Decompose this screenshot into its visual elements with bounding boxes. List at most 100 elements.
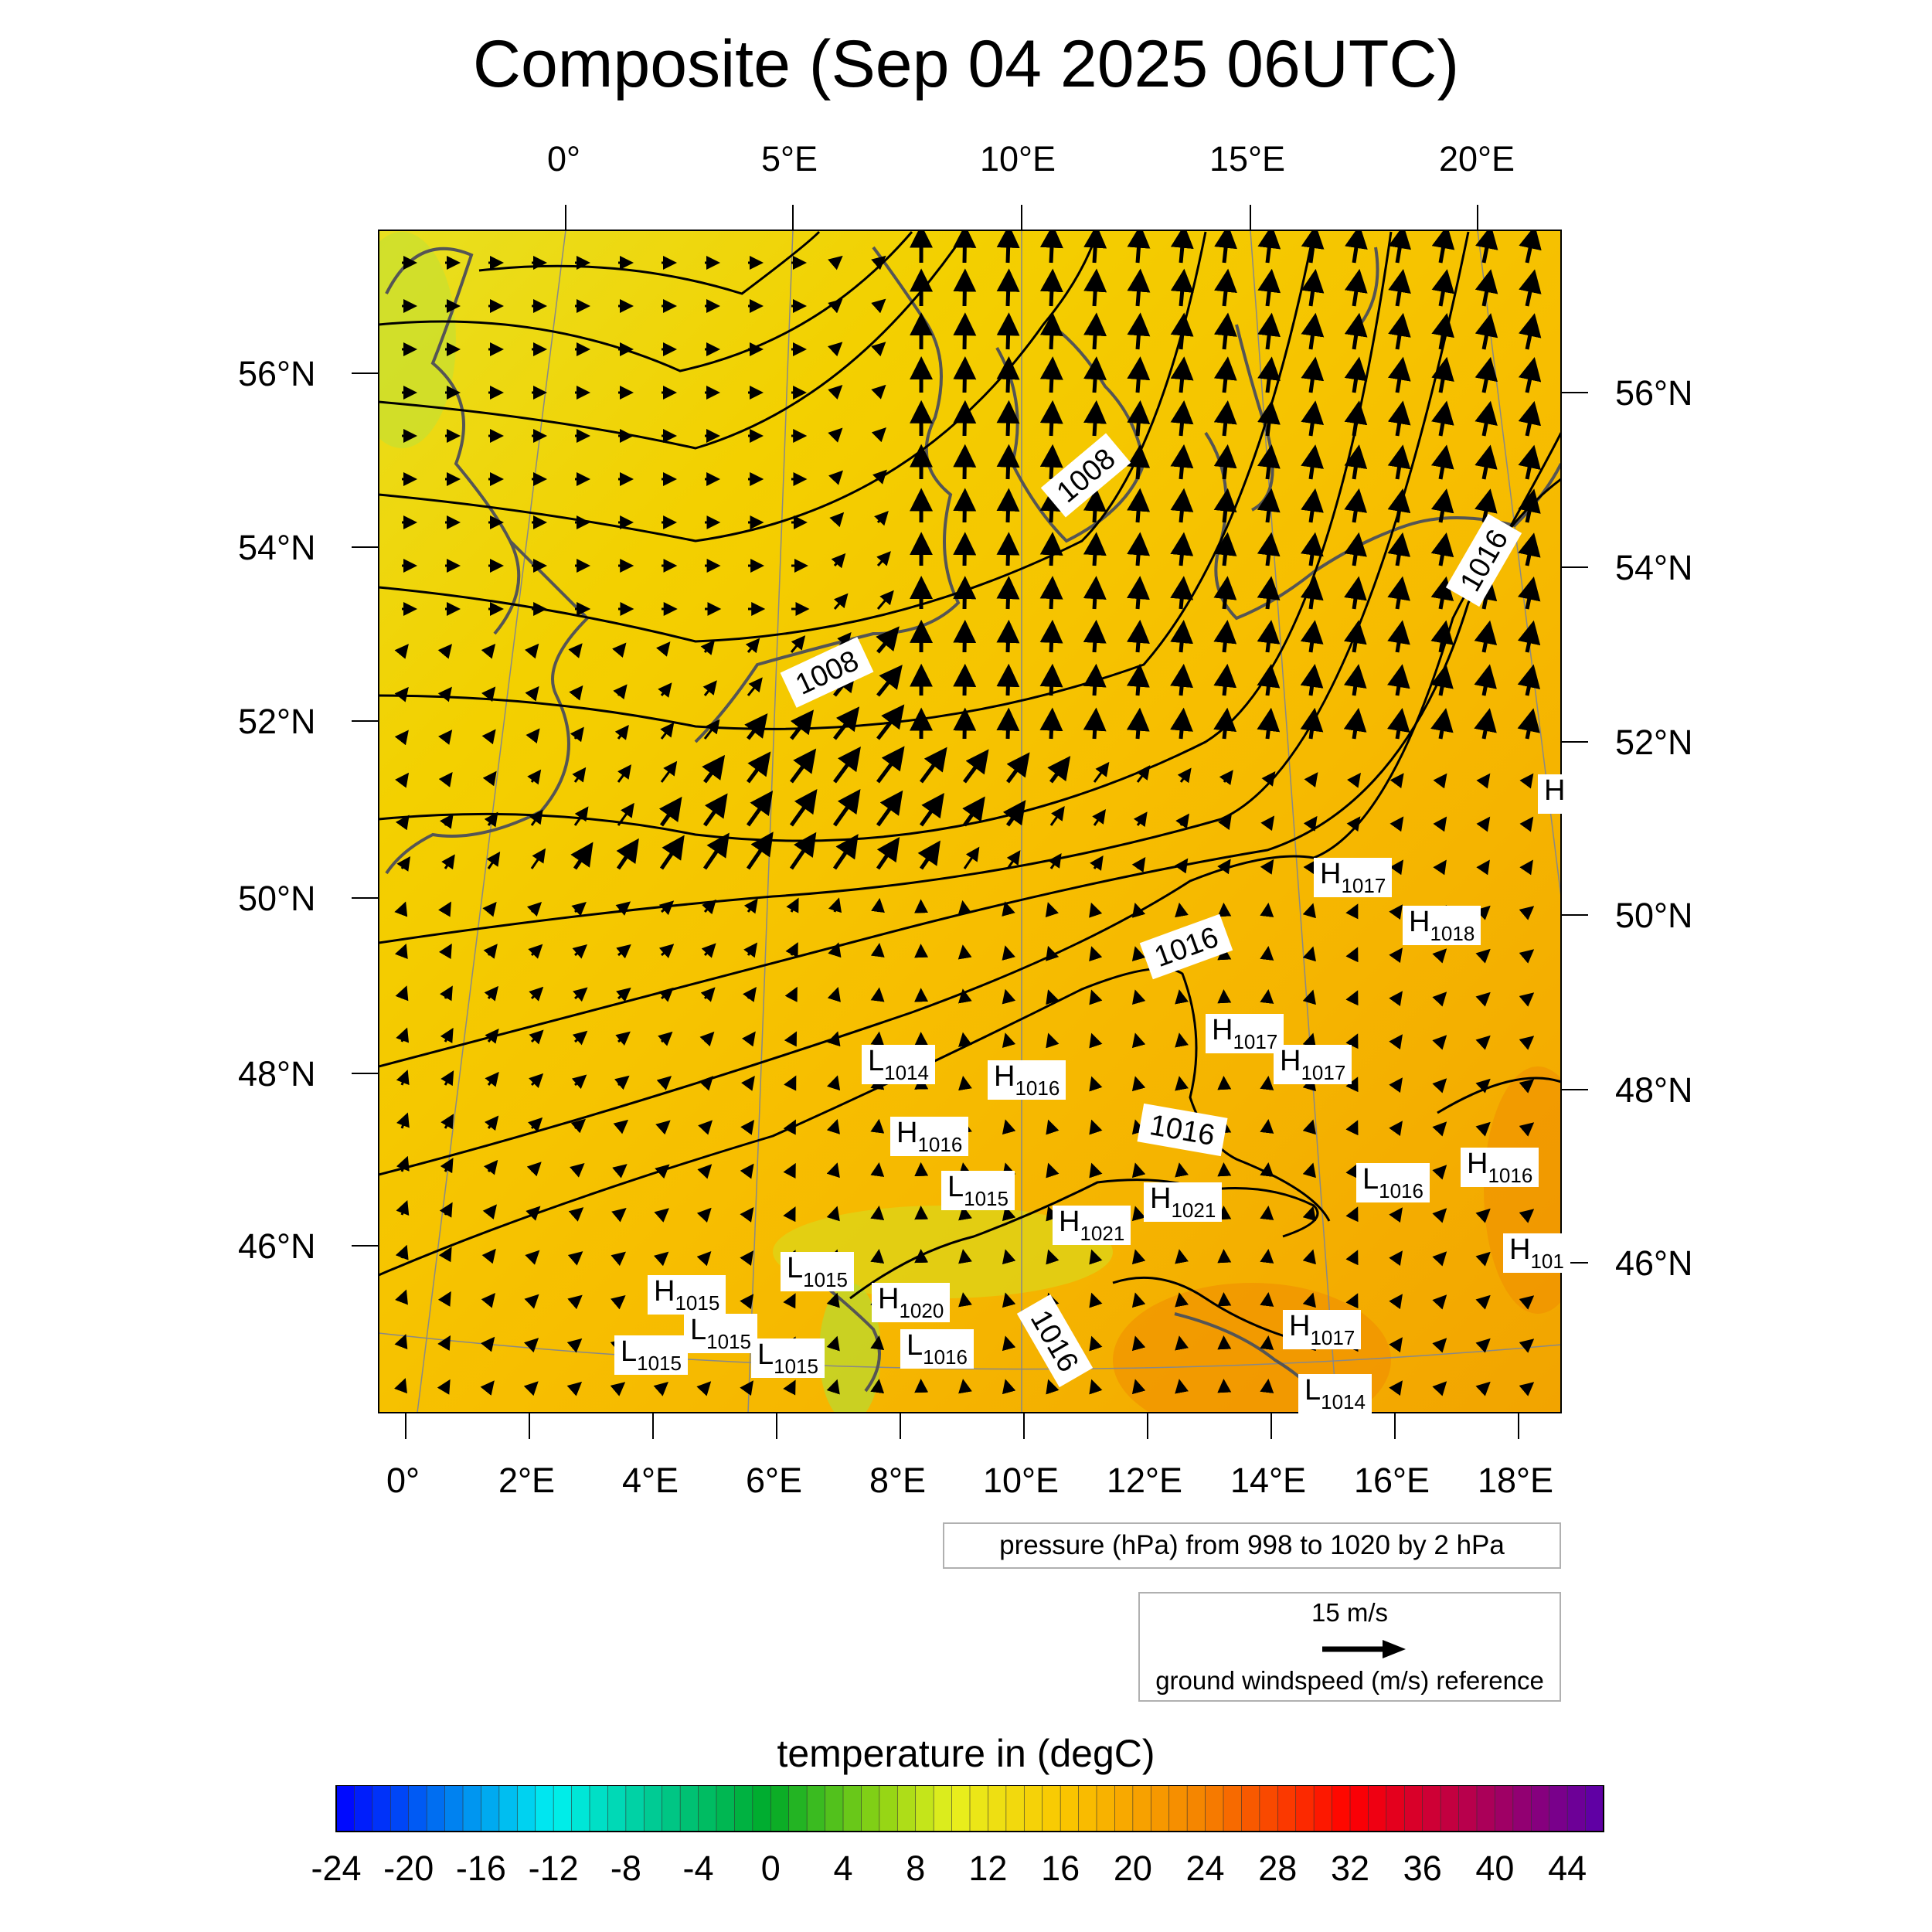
- wind-arrow: [527, 769, 542, 785]
- wind-arrow: [829, 512, 845, 528]
- wind-arrow: [1344, 576, 1367, 610]
- wind-arrow: [1175, 902, 1189, 918]
- wind-arrow: [832, 788, 861, 827]
- wind-arrow: [1301, 532, 1324, 566]
- wind-arrow: [1046, 1206, 1060, 1222]
- wind-arrow: [870, 942, 885, 957]
- wind-arrow: [654, 1208, 669, 1223]
- wind-arrow: [953, 268, 977, 307]
- wind-arrow: [1131, 1032, 1146, 1049]
- wind-arrow: [1261, 770, 1276, 787]
- wind-arrow: [438, 730, 453, 745]
- wind-arrow: [1046, 989, 1060, 1005]
- wind-arrow: [1090, 855, 1104, 871]
- wind-arrow: [1474, 708, 1497, 740]
- contour-label-box: [1445, 513, 1522, 607]
- colorbar-bin: [698, 1785, 717, 1832]
- wind-arrow: [1343, 620, 1367, 653]
- wind-arrow: [1131, 857, 1146, 872]
- colorbar-bin: [1476, 1785, 1496, 1832]
- wind-arrow: [1093, 761, 1110, 783]
- colorbar-tick-label: -8: [610, 1849, 641, 1888]
- wind-arrow: [1083, 400, 1107, 437]
- right-lat-label: 54°N: [1615, 548, 1693, 587]
- wind-arrow: [996, 400, 1020, 437]
- contour-label-box: [1016, 1294, 1094, 1388]
- wind-arrow: [1083, 576, 1107, 610]
- colorbar-bin: [408, 1785, 427, 1832]
- wind-arrow: [740, 1119, 755, 1135]
- colorbar-tick-label: 4: [833, 1849, 853, 1888]
- top-lon-label: 15°E: [1209, 139, 1286, 179]
- wind-arrow: [702, 793, 728, 827]
- wind-arrow: [1302, 1032, 1316, 1049]
- wind-arrow: [566, 1381, 583, 1396]
- left-lat-label: 52°N: [238, 702, 316, 741]
- colorbar-bin: [1150, 1785, 1170, 1832]
- wind-arrow: [1304, 772, 1318, 787]
- colorbar-bin: [498, 1785, 519, 1832]
- wind-arrow: [1519, 1079, 1535, 1094]
- colorbar-bin: [1403, 1785, 1423, 1832]
- wind-arrow: [1345, 1206, 1359, 1223]
- wind-arrow: [1257, 400, 1281, 437]
- wind-arrow: [1131, 903, 1146, 918]
- right-lat-label: 48°N: [1615, 1070, 1693, 1110]
- wind-arrow: [568, 1207, 584, 1222]
- wind-arrow: [1432, 1078, 1447, 1094]
- wind-arrow: [526, 1162, 542, 1177]
- wind-arrow: [573, 806, 589, 826]
- wind-arrow: [1175, 813, 1189, 829]
- wind-arrow: [658, 987, 674, 1002]
- wind-arrow: [1089, 1292, 1103, 1308]
- wind-arrow: [1127, 576, 1150, 610]
- wind-arrow: [1257, 444, 1281, 480]
- wind-arrow: [828, 897, 842, 913]
- wind-arrow: [831, 553, 846, 569]
- figure-title: Composite (Sep 04 2025 06UTC): [472, 27, 1460, 101]
- colorbar-bin: [734, 1785, 753, 1832]
- wind-arrow: [1131, 1119, 1146, 1135]
- wind-arrow: [1175, 1032, 1189, 1048]
- wind-arrow: [1006, 850, 1021, 869]
- wind-arrow: [1002, 1206, 1016, 1222]
- wind-arrow: [616, 944, 631, 959]
- wind-arrow: [996, 576, 1020, 610]
- wind-arrow: [1475, 1208, 1491, 1223]
- pressure-center-label: L1015: [684, 1314, 757, 1353]
- wind-arrow: [1389, 904, 1403, 920]
- wind-arrow: [1519, 1338, 1535, 1353]
- wind-arrow: [789, 832, 817, 870]
- wind-arrow: [953, 400, 977, 437]
- pressure-legend-text: pressure (hPa) from 998 to 1020 by 2 hPa: [999, 1530, 1505, 1560]
- wind-arrow: [1519, 816, 1534, 832]
- wind-arrow: [740, 1294, 754, 1310]
- wind-arrow: [919, 793, 944, 827]
- wind-arrow: [1301, 230, 1325, 264]
- wind-arrow: [1433, 816, 1447, 832]
- wind-arrow: [1257, 356, 1281, 393]
- wind-arrow: [1257, 663, 1281, 696]
- wind-arrow: [484, 985, 498, 1002]
- wind-arrow: [1389, 1121, 1403, 1137]
- wind-arrow: [1389, 1380, 1403, 1396]
- wind-arrow: [529, 1029, 544, 1045]
- pressure-legend-box: pressure (hPa) from 998 to 1020 by 2 hPa: [943, 1522, 1561, 1569]
- wind-arrow: [1387, 620, 1410, 653]
- wind-arrow: [1260, 1249, 1274, 1264]
- colorbar-bin: [372, 1785, 392, 1832]
- left-lat-label: 48°N: [238, 1054, 316, 1094]
- wind-arrow: [1213, 620, 1237, 653]
- wind-arrow: [1260, 989, 1274, 1004]
- pressure-center-label: H1016: [988, 1060, 1066, 1100]
- wind-arrow: [1257, 620, 1281, 653]
- colorbar-bin: [625, 1785, 645, 1832]
- left-lat-label: 50°N: [238, 879, 316, 918]
- wind-arrow: [1002, 1249, 1016, 1265]
- wind-arrow: [1049, 806, 1065, 826]
- cool-patch-northwest: [379, 232, 456, 448]
- colorbar-bin: [1023, 1785, 1043, 1832]
- wind-arrow: [481, 686, 496, 702]
- wind-arrow: [659, 835, 685, 870]
